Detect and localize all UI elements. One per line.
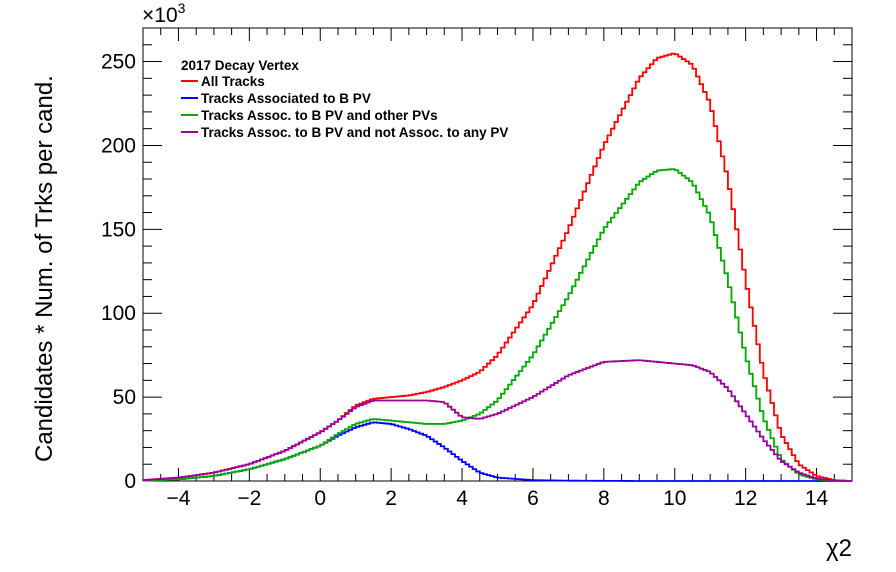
x-axis-title: χ2 xyxy=(826,535,852,562)
legend-label: All Tracks xyxy=(201,74,265,89)
y-tick-label: 0 xyxy=(124,470,136,493)
y-axis-title: Candidates * Num. of Trks per cand. xyxy=(31,75,58,462)
y-tick-label: 50 xyxy=(113,386,136,409)
x-tick-label: 6 xyxy=(527,487,539,510)
y-tick-label: 100 xyxy=(101,302,136,325)
y-multiplier: ×103 xyxy=(142,0,186,27)
y-tick-labels: 0 50 100 150 200 250 xyxy=(101,51,136,493)
series-group xyxy=(143,52,852,482)
x-tick-label: 4 xyxy=(456,487,468,510)
legend-label: Tracks Assoc. to B PV and not Assoc. to … xyxy=(201,125,508,140)
x-tick-label: 0 xyxy=(314,487,326,510)
legend-label: Tracks Associated to B PV xyxy=(201,91,371,106)
series-line xyxy=(143,168,852,482)
x-tick-label: 8 xyxy=(598,487,610,510)
legend-title: 2017 Decay Vertex xyxy=(181,58,299,73)
y-multiplier-exponent: 3 xyxy=(178,0,186,16)
y-tick-label: 150 xyxy=(101,218,136,241)
legend-entries: All Tracks Tracks Associated to B PV Track… xyxy=(181,74,508,140)
x-tick-label: −2 xyxy=(237,487,261,510)
x-tick-label: 2 xyxy=(385,487,397,510)
legend: 2017 Decay Vertex All Tracks Tracks Assoc… xyxy=(181,58,508,140)
y-tick-label: 200 xyxy=(101,134,136,157)
series-line xyxy=(143,359,852,482)
x-tick-label: 14 xyxy=(805,487,829,510)
x-tick-labels: −4 −2 0 2 4 6 8 10 12 14 xyxy=(166,487,828,510)
y-tick-label: 250 xyxy=(101,51,136,74)
x-tick-label: 12 xyxy=(734,487,757,510)
legend-label: Tracks Assoc. to B PV and other PVs xyxy=(201,108,438,123)
x-tick-label: −4 xyxy=(166,487,190,510)
x-tick-label: 10 xyxy=(663,487,686,510)
